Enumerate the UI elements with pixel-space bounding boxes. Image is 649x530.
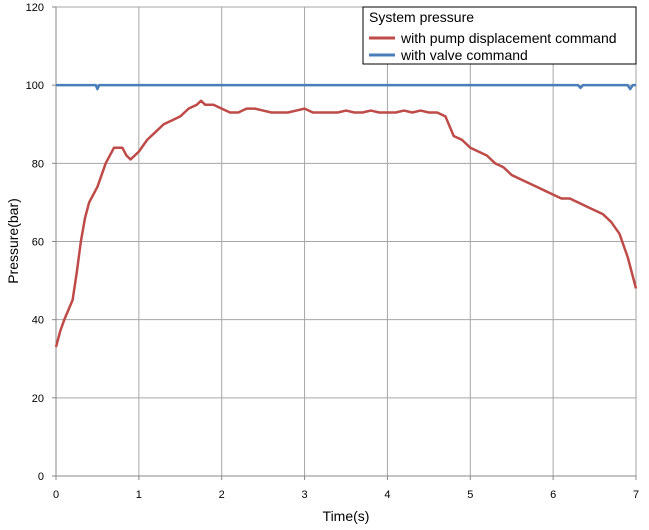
legend-label: with valve command [400,47,528,63]
y-tick-label: 40 [32,315,44,327]
x-tick-label: 3 [302,489,308,501]
y-axis-label: Pressure(bar) [5,198,21,284]
x-tick-label: 2 [219,489,225,501]
x-axis-label: Time(s) [323,508,370,524]
x-tick-label: 6 [550,489,556,501]
legend-title: System pressure [369,9,474,25]
y-tick-label: 0 [38,471,44,483]
line-series [56,83,636,91]
x-tick-label: 4 [384,489,390,501]
x-tick-label: 7 [633,489,639,501]
y-tick-label: 100 [26,80,44,92]
y-tick-label: 20 [32,393,44,405]
line-series [54,99,638,348]
x-tick-label: 0 [53,489,59,501]
legend-label: with pump displacement command [400,30,617,46]
y-tick-label: 120 [26,2,44,14]
y-tick-label: 80 [32,158,44,170]
x-tick-label: 1 [136,489,142,501]
y-tick-label: 60 [32,237,44,249]
x-tick-label: 5 [467,489,473,501]
legend-box [362,6,637,65]
